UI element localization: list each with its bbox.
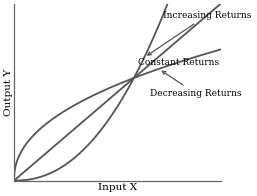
Text: Decreasing Returns: Decreasing Returns <box>151 71 242 98</box>
Y-axis label: Output Y: Output Y <box>4 68 13 116</box>
X-axis label: Input X: Input X <box>98 183 137 192</box>
Text: Constant Returns: Constant Returns <box>138 57 219 66</box>
Text: Increasing Returns: Increasing Returns <box>148 11 251 55</box>
